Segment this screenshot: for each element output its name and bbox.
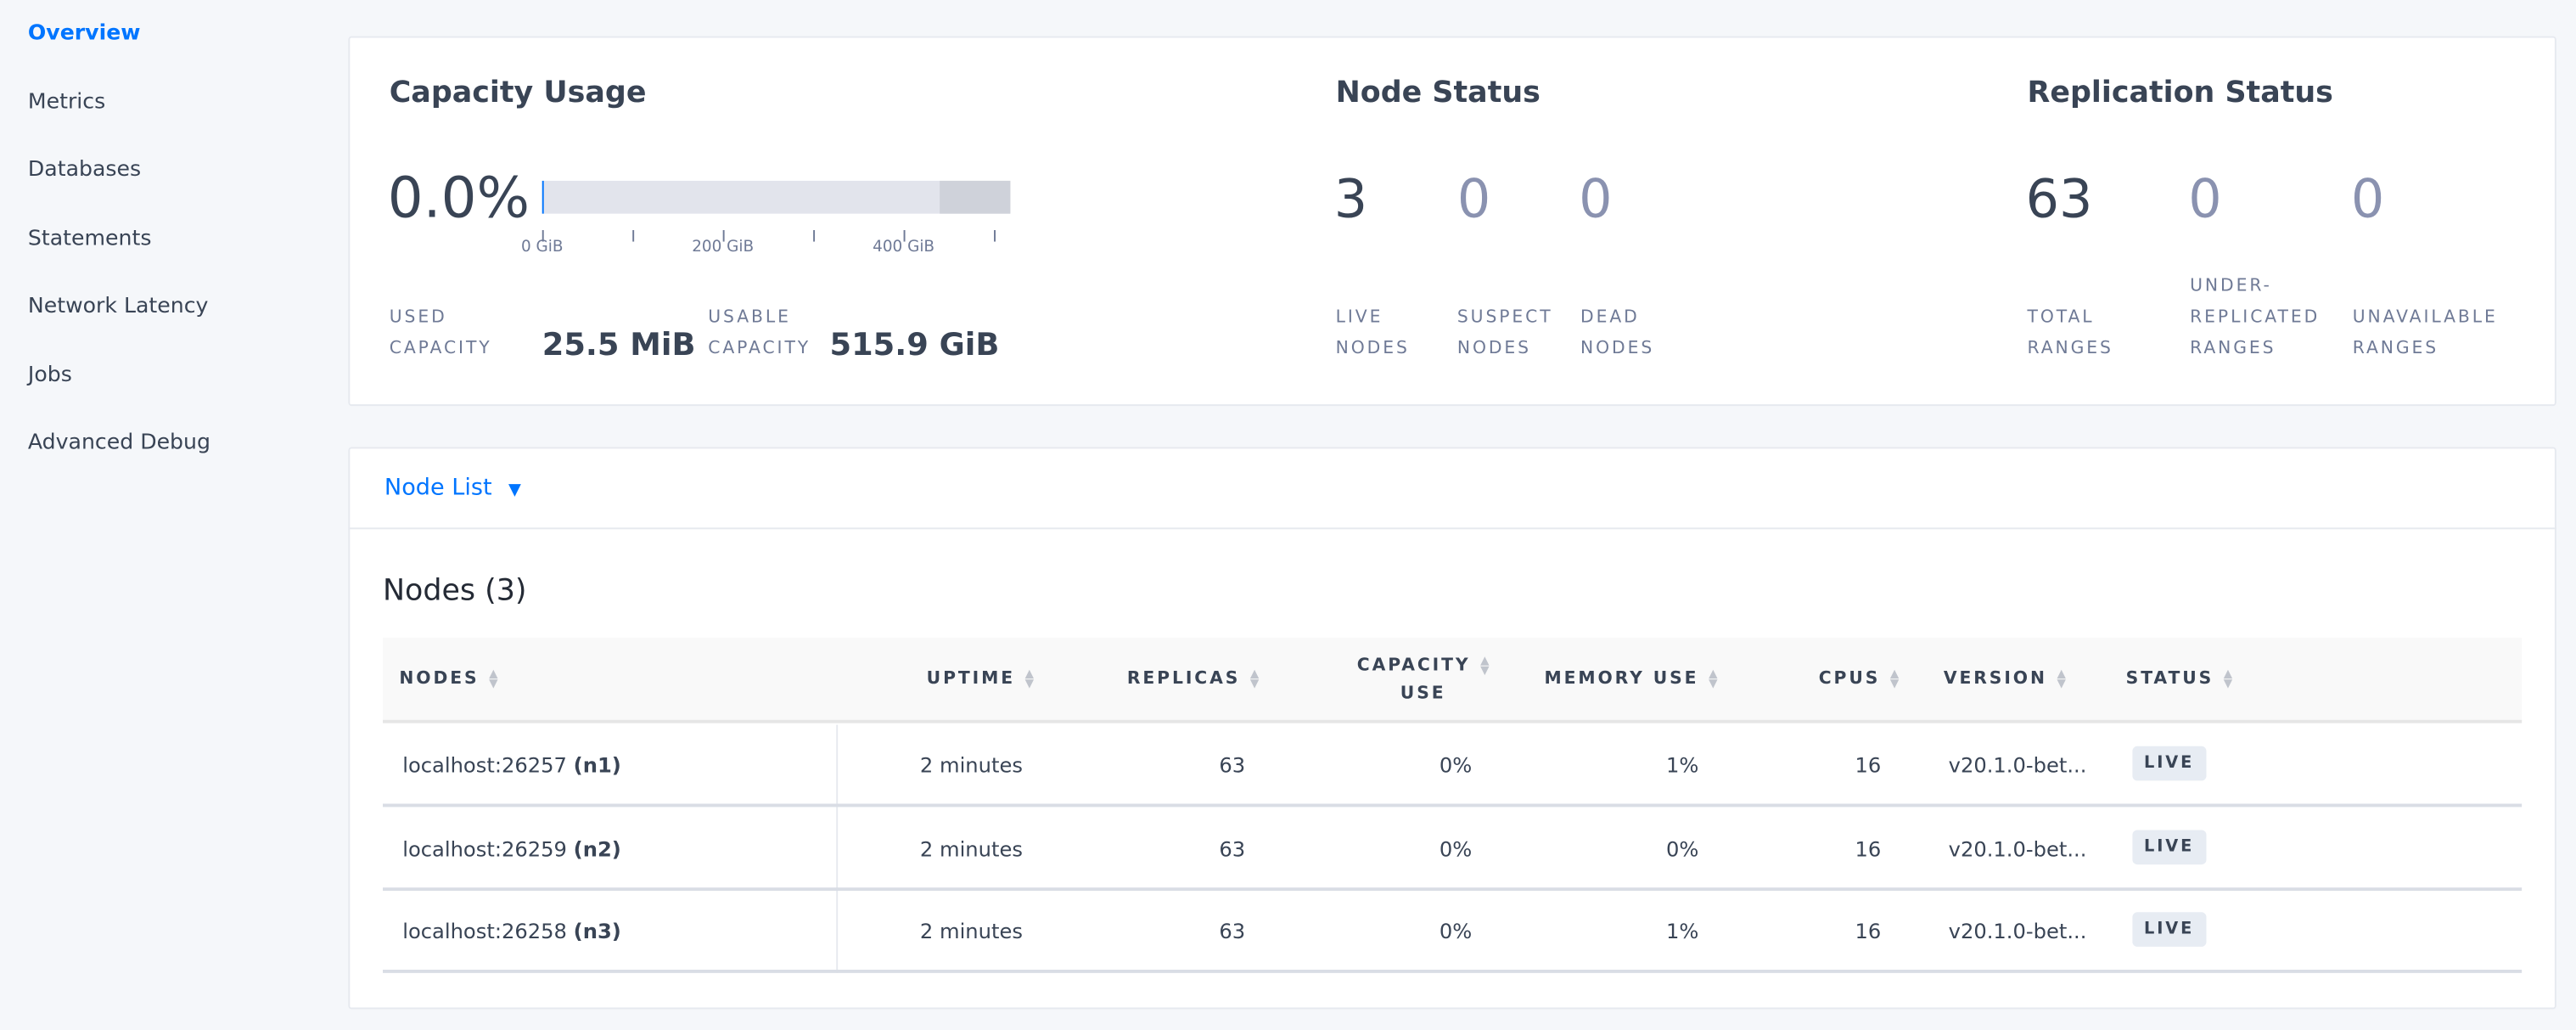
sidebar-item-databases[interactable]: Databases bbox=[27, 157, 142, 183]
replicas: 63 bbox=[1219, 752, 1246, 778]
sort-icon: ▲ ▼ bbox=[489, 667, 498, 690]
total-ranges-count: 63 bbox=[2025, 167, 2093, 230]
status-badge: LIVE bbox=[2132, 829, 2206, 864]
used-capacity-label: USED CAPACITY bbox=[389, 307, 492, 358]
uptime: 2 minutes bbox=[919, 919, 1023, 944]
tick bbox=[994, 229, 996, 242]
used-capacity-value: 25.5 MiB bbox=[542, 327, 696, 363]
uptime: 2 minutes bbox=[919, 752, 1023, 778]
replication-status-title: Replication Status bbox=[2027, 76, 2333, 110]
column-header-replicas[interactable]: REPLICAS ▲ ▼ bbox=[1126, 667, 1260, 690]
tick bbox=[722, 229, 725, 242]
memory-use: 1% bbox=[1666, 752, 1699, 778]
sidebar-item-metrics[interactable]: Metrics bbox=[27, 90, 106, 115]
column-header-uptime[interactable]: UPTIME ▲ ▼ bbox=[926, 667, 1035, 690]
sort-icon: ▲ ▼ bbox=[2057, 667, 2066, 690]
cpus: 16 bbox=[1855, 919, 1882, 944]
column-header-capacity-use[interactable]: CAPACITY ▲ ▼ USE bbox=[1356, 654, 1490, 704]
sort-icon: ▲ ▼ bbox=[1480, 654, 1490, 678]
tick bbox=[542, 229, 544, 242]
under-replicated-label: UNDER- REPLICATED RANGES bbox=[2190, 276, 2321, 358]
tick bbox=[903, 229, 906, 242]
under-replicated-count: 0 bbox=[2188, 167, 2222, 230]
column-header-version[interactable]: VERSION ▲ ▼ bbox=[1943, 667, 2066, 690]
node-id: (n1) bbox=[573, 752, 621, 778]
live-nodes-count: 3 bbox=[1333, 167, 1368, 230]
cpus: 16 bbox=[1855, 836, 1882, 861]
table-row bbox=[382, 891, 2523, 973]
tick-label: 400 GiB bbox=[873, 238, 935, 256]
sidebar-item-statements[interactable]: Statements bbox=[27, 227, 152, 252]
node-status-title: Node Status bbox=[1335, 76, 1541, 110]
sort-icon: ▲ ▼ bbox=[1249, 667, 1260, 690]
capacity-use: 0% bbox=[1439, 752, 1473, 778]
capacity-use: 0% bbox=[1439, 919, 1473, 944]
dead-nodes-label: DEAD NODES bbox=[1580, 307, 1655, 358]
usable-capacity-label: USABLE CAPACITY bbox=[708, 307, 811, 358]
sidebar-item-overview[interactable]: Overview bbox=[27, 21, 141, 47]
capacity-percent: 0.0% bbox=[387, 166, 530, 232]
node-id: (n2) bbox=[573, 836, 621, 861]
node-name[interactable]: localhost:26259 (n2) bbox=[402, 836, 621, 860]
node-host: localhost:26257 bbox=[402, 752, 567, 778]
node-name[interactable]: localhost:26258 (n3) bbox=[402, 919, 621, 943]
capacity-bar bbox=[542, 180, 1011, 214]
column-header-memory-use[interactable]: MEMORY USE ▲ ▼ bbox=[1544, 667, 1718, 690]
nodes-table-title: Nodes (3) bbox=[382, 573, 527, 609]
capacity-use: 0% bbox=[1439, 836, 1473, 861]
sort-icon: ▲ ▼ bbox=[2223, 667, 2233, 690]
column-header-cpus[interactable]: CPUS ▲ ▼ bbox=[1818, 667, 1900, 690]
table-row bbox=[382, 808, 2523, 891]
version: v20.1.0-bet... bbox=[1948, 919, 2087, 944]
sidebar-item-jobs[interactable]: Jobs bbox=[27, 363, 72, 388]
unavailable-ranges-count: 0 bbox=[2350, 167, 2385, 230]
version: v20.1.0-bet... bbox=[1948, 836, 2087, 861]
sidebar-item-advanced-debug[interactable]: Advanced Debug bbox=[27, 431, 210, 456]
tick-label: 200 GiB bbox=[692, 238, 755, 256]
suspect-nodes-label: SUSPECT NODES bbox=[1456, 307, 1553, 358]
table-header bbox=[382, 638, 2523, 723]
tick-label: 0 GiB bbox=[520, 238, 564, 256]
node-host: localhost:26258 bbox=[402, 919, 567, 944]
cpus: 16 bbox=[1855, 752, 1882, 778]
replicas: 63 bbox=[1219, 919, 1246, 944]
memory-use: 1% bbox=[1666, 919, 1699, 944]
node-host: localhost:26259 bbox=[402, 836, 567, 861]
node-list-dropdown[interactable]: Node List ▼ bbox=[384, 475, 521, 501]
sidebar-item-network-latency[interactable]: Network Latency bbox=[27, 294, 209, 319]
sort-icon: ▲ ▼ bbox=[1889, 667, 1900, 690]
replicas: 63 bbox=[1219, 836, 1246, 861]
column-header-nodes[interactable]: NODES ▲ ▼ bbox=[399, 667, 498, 690]
status-badge: LIVE bbox=[2132, 912, 2206, 947]
usable-capacity-value: 515.9 GiB bbox=[829, 327, 1000, 363]
sort-icon: ▲ ▼ bbox=[1709, 667, 1718, 690]
suspect-nodes-count: 0 bbox=[1456, 167, 1491, 230]
version: v20.1.0-bet... bbox=[1948, 752, 2087, 778]
sort-icon: ▲ ▼ bbox=[1024, 667, 1035, 690]
capacity-bar-fill bbox=[542, 180, 544, 214]
node-name[interactable]: localhost:26257 (n1) bbox=[402, 753, 621, 778]
dropdown-label: Node List bbox=[384, 475, 492, 502]
capacity-title: Capacity Usage bbox=[389, 76, 647, 110]
tick bbox=[632, 229, 635, 242]
uptime: 2 minutes bbox=[919, 836, 1023, 861]
tick bbox=[813, 229, 816, 242]
column-divider bbox=[836, 724, 839, 973]
caret-down-icon: ▼ bbox=[508, 481, 521, 500]
unavailable-ranges-label: UNAVAILABLE RANGES bbox=[2352, 307, 2498, 358]
table-row bbox=[382, 725, 2523, 808]
live-nodes-label: LIVE NODES bbox=[1335, 307, 1410, 358]
capacity-bar-remainder bbox=[940, 180, 1011, 214]
divider bbox=[348, 527, 2556, 530]
status-badge: LIVE bbox=[2132, 746, 2206, 781]
total-ranges-label: TOTAL RANGES bbox=[2027, 307, 2113, 358]
node-id: (n3) bbox=[573, 919, 621, 944]
cluster-summary-card bbox=[348, 36, 2556, 407]
column-header-status[interactable]: STATUS ▲ ▼ bbox=[2125, 667, 2233, 690]
memory-use: 0% bbox=[1666, 836, 1699, 861]
dead-nodes-count: 0 bbox=[1579, 167, 1613, 230]
